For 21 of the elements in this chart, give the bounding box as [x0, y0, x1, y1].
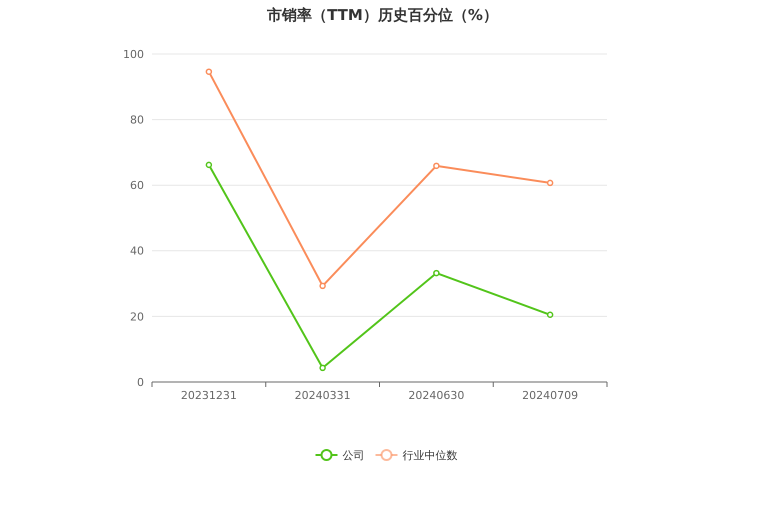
x-tick-label: 20240331	[294, 389, 351, 402]
y-tick-label: 0	[137, 376, 144, 389]
y-tick-label: 60	[130, 179, 144, 192]
x-tick-label: 20240630	[408, 389, 464, 402]
point	[433, 162, 440, 170]
y-tick-label: 100	[123, 48, 144, 61]
chart-title: 市销率（TTM）历史百分位（%）	[266, 6, 498, 24]
y-tick-label: 80	[130, 113, 144, 126]
y-tick-label: 20	[130, 310, 144, 324]
point	[433, 270, 440, 276]
point	[206, 162, 212, 168]
x-tick-label: 20231231	[180, 389, 237, 402]
legend-label: 行业中位数	[402, 448, 458, 462]
y-tick-label: 40	[130, 244, 144, 258]
point	[319, 364, 326, 372]
point	[546, 312, 554, 318]
point	[319, 282, 326, 290]
point	[546, 180, 554, 186]
x-tick-label: 20240709	[522, 389, 578, 402]
point	[206, 68, 212, 75]
legend-label: 公司	[342, 448, 364, 462]
